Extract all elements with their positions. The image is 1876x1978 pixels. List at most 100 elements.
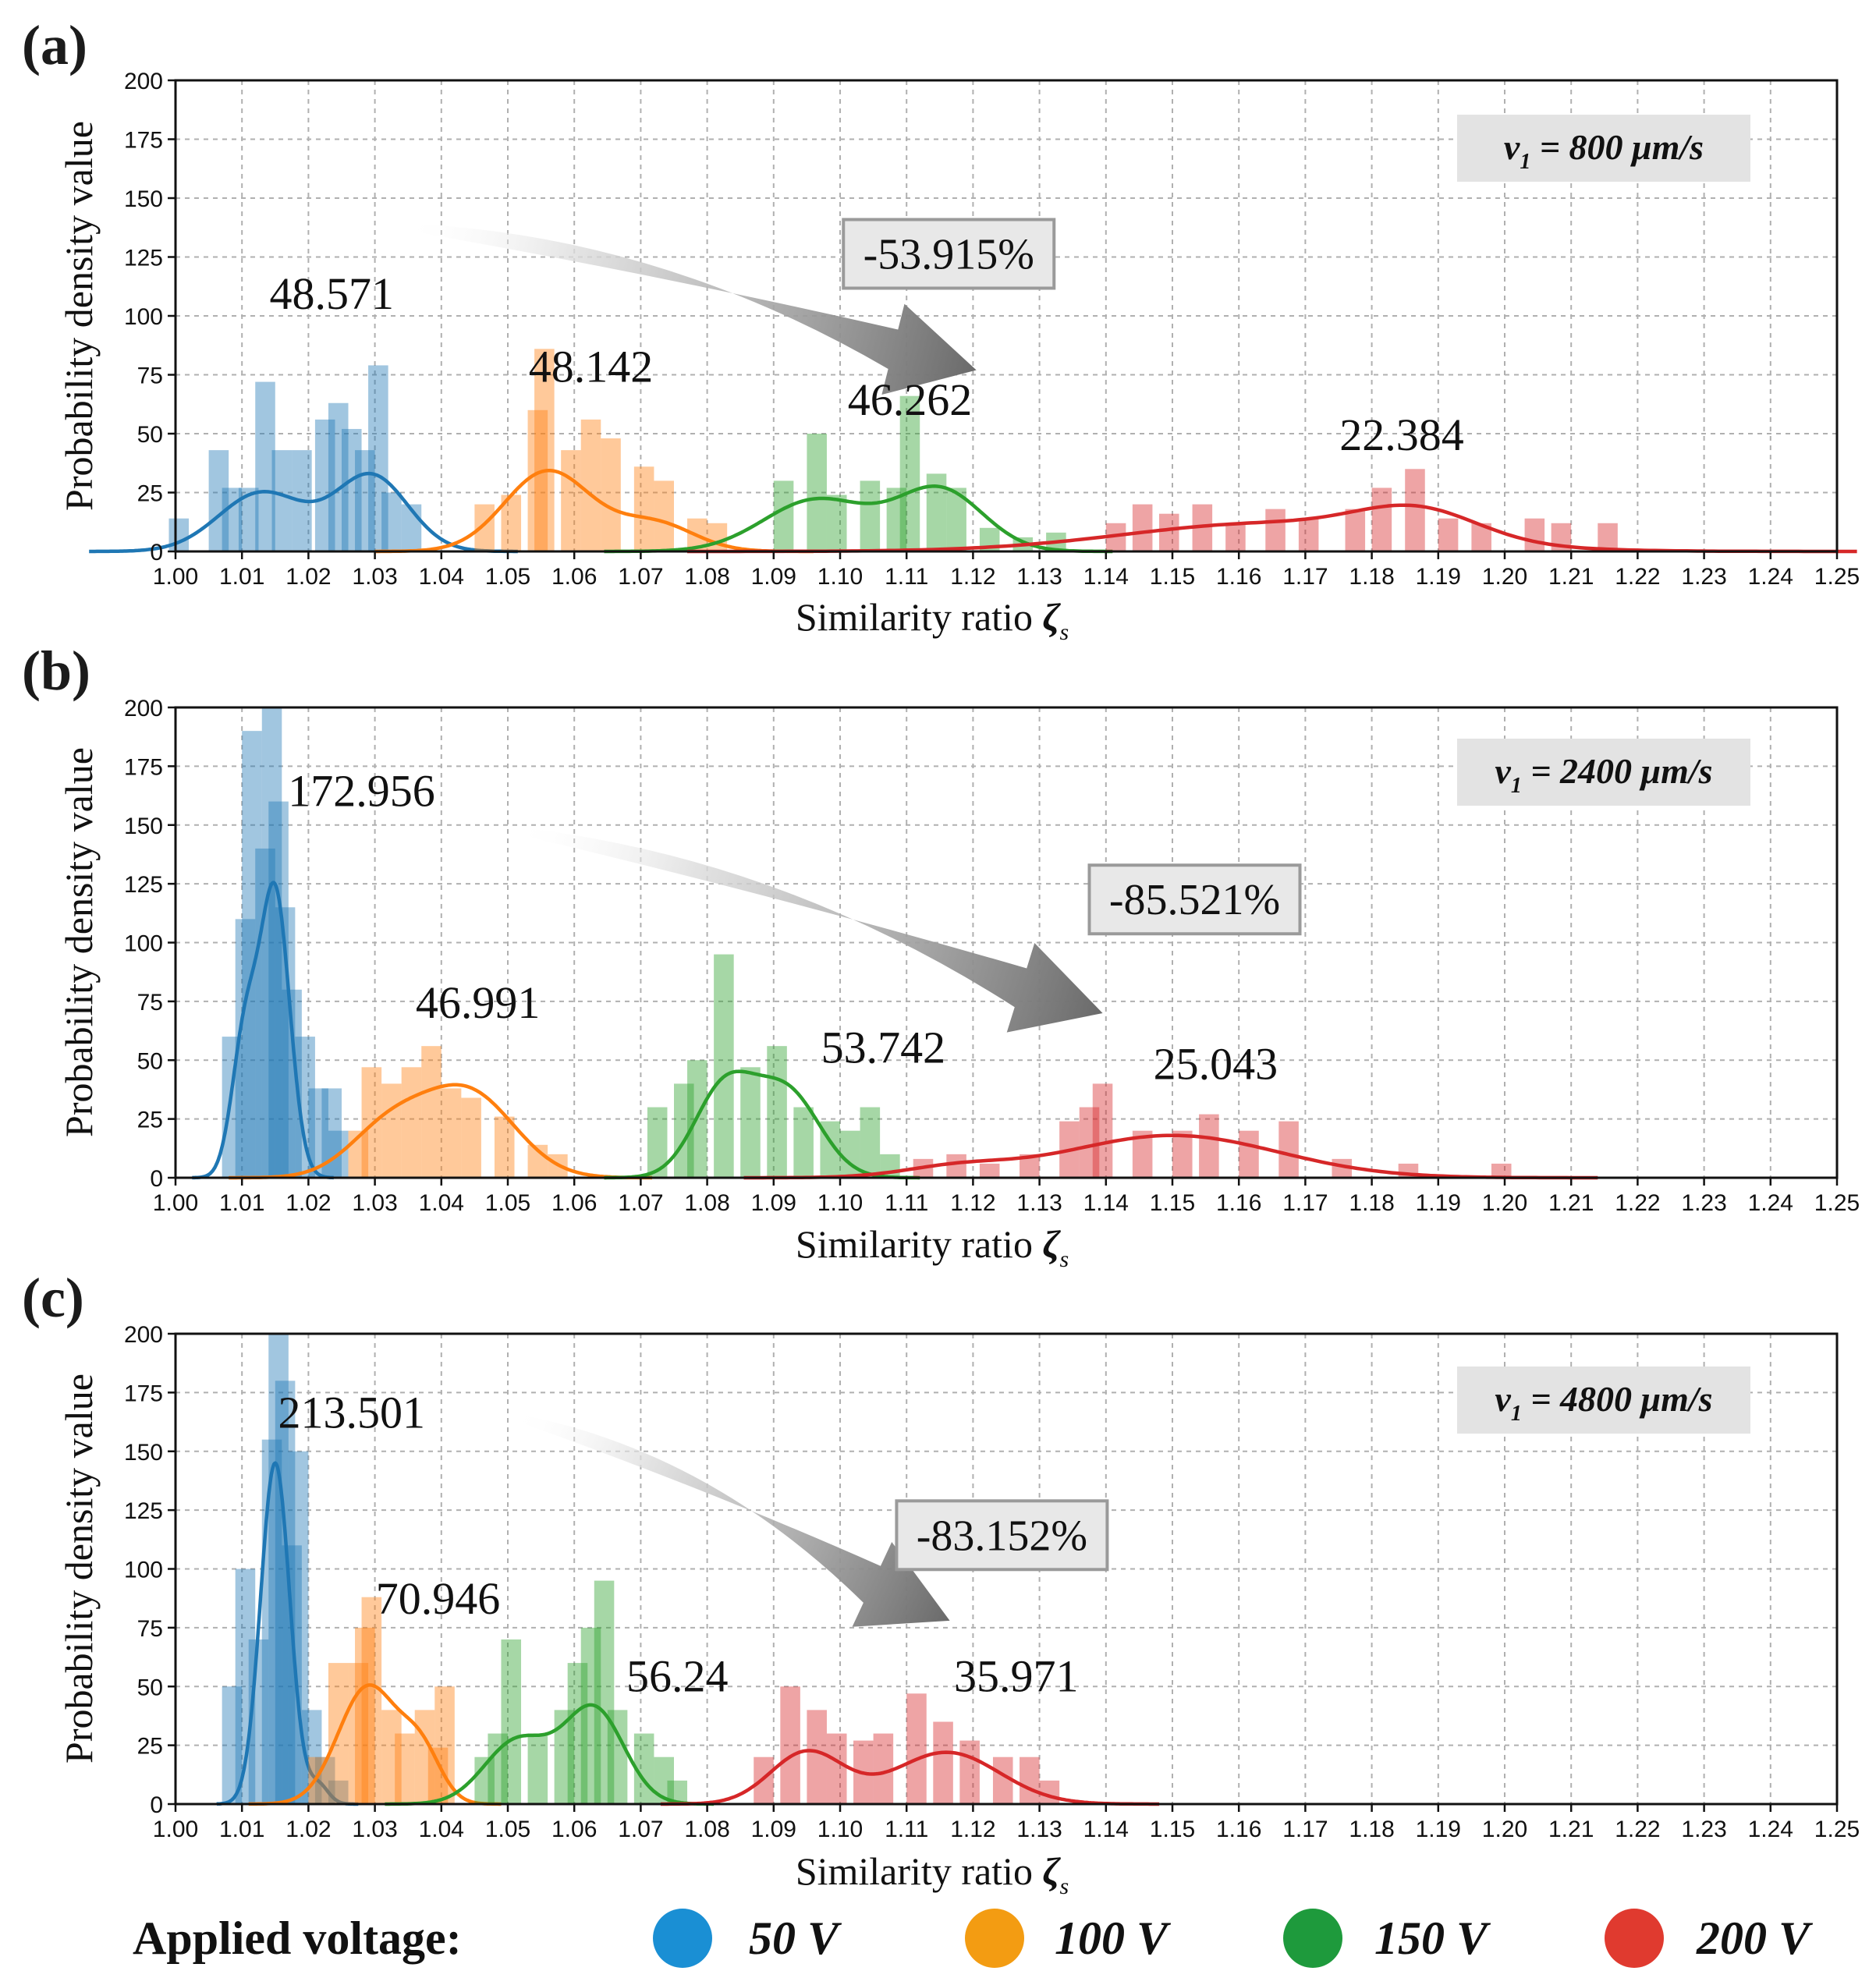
histogram-bar [534, 349, 555, 551]
histogram-bar [282, 1545, 302, 1804]
trend-arrow [401, 223, 977, 395]
series-200v: 25.043 [743, 1038, 1598, 1180]
y-tick-label: 100 [124, 1558, 163, 1583]
plot-area: 48.571 48.142 46.262 22.384 -53.915% 1.00 1.01… [89, 69, 1860, 590]
histogram-bar [1265, 509, 1286, 551]
x-tick-label: 1.04 [419, 564, 464, 590]
x-tick-label: 1.12 [950, 1190, 995, 1216]
x-tick-label: 1.05 [485, 1190, 530, 1216]
peak-value-label: 213.501 [278, 1388, 426, 1438]
histogram-bar [271, 450, 293, 551]
x-tick-label: 1.05 [485, 564, 530, 590]
x-tick-label: 1.13 [1016, 1190, 1062, 1216]
x-tick-label: 1.03 [352, 564, 397, 590]
histogram-bar [1298, 518, 1319, 551]
histogram-bar [1079, 1107, 1100, 1178]
y-tick-label: 25 [137, 481, 163, 507]
y-tick-label: 0 [150, 1166, 163, 1192]
x-tick-label: 1.18 [1349, 564, 1394, 590]
histogram-bar [1199, 1114, 1219, 1178]
kde-curve [604, 484, 1113, 554]
histogram-bar [314, 419, 335, 551]
panel-b: (b) 172.956 46.991 53.742 25.043 -85.521% 1.0… [22, 640, 1860, 1272]
x-tick-label: 1.15 [1150, 1817, 1195, 1842]
y-axis-title: Probability density value [57, 121, 101, 511]
histogram-bar [654, 480, 674, 551]
speed-badge-bg [1457, 115, 1750, 182]
x-tick-label: 1.09 [751, 1190, 796, 1216]
x-tick-label: 1.08 [684, 1817, 729, 1842]
y-tick-label: 50 [137, 1048, 163, 1074]
x-tick-label: 1.20 [1482, 1190, 1527, 1216]
x-tick-label: 1.11 [885, 564, 928, 590]
y-tick-label: 175 [124, 754, 163, 780]
speed-label: v1 = 4800 μm/s [1495, 1379, 1712, 1426]
peak-value-label: 53.742 [821, 1022, 946, 1072]
histogram-bar [567, 1663, 588, 1804]
histogram-bar [946, 1154, 966, 1178]
legend-swatch-100v [965, 1909, 1024, 1968]
x-tick-label: 1.22 [1615, 1817, 1660, 1842]
histogram-bar [793, 1107, 814, 1178]
peak-value-label: 48.571 [269, 268, 394, 319]
x-tick-label: 1.14 [1083, 1190, 1129, 1216]
legend: Applied voltage: 50 V 100 V 150 V 200 V [133, 1909, 1814, 1968]
peak-value-label: 172.956 [288, 766, 435, 817]
histogram-bar [461, 1097, 481, 1178]
x-tick-label: 1.15 [1150, 1190, 1195, 1216]
histogram-bar [959, 1740, 980, 1804]
x-tick-label: 1.00 [153, 1190, 198, 1216]
change-badge-label: -83.152% [917, 1512, 1087, 1560]
x-tick-label: 1.25 [1814, 1190, 1860, 1216]
histogram-bar [355, 1627, 375, 1804]
x-tick-label: 1.12 [950, 1817, 995, 1842]
y-tick-label: 75 [137, 990, 163, 1016]
histogram-bar [633, 466, 654, 551]
kde-curve [385, 1703, 715, 1806]
y-tick-label: 75 [137, 363, 163, 389]
histogram-bar [714, 954, 734, 1178]
x-tick-label: 1.24 [1748, 1190, 1793, 1216]
histogram-bar [527, 1733, 548, 1804]
x-tick-label: 1.01 [219, 564, 264, 590]
histogram-bar [421, 1046, 442, 1178]
change-badge-label: -85.521% [1109, 876, 1280, 924]
speed-badge: v1 = 2400 μm/s [1457, 739, 1750, 806]
y-tick-label: 150 [124, 186, 163, 212]
y-tick-label: 175 [124, 1381, 163, 1406]
histogram-bar [242, 731, 262, 1178]
speed-badge: v1 = 800 μm/s [1457, 115, 1750, 182]
panel-a: (a) 48.571 48.142 46.262 22.384 -53.915% 1.00… [22, 14, 1860, 645]
histogram-bar [1158, 513, 1179, 551]
x-tick-label: 1.07 [618, 564, 663, 590]
x-tick-label: 1.18 [1349, 1190, 1394, 1216]
x-tick-label: 1.20 [1482, 1817, 1527, 1842]
x-tick-label: 1.03 [352, 1190, 397, 1216]
x-tick-label: 1.02 [285, 1817, 331, 1842]
legend-swatch-150v [1283, 1909, 1342, 1968]
series-100v: 48.142 [374, 342, 814, 554]
x-tick-label: 1.16 [1216, 1190, 1261, 1216]
change-badge-label: -53.915% [864, 230, 1034, 278]
histogram-bar [381, 492, 402, 551]
y-tick-label: 200 [124, 1322, 163, 1348]
kde-curve [216, 1461, 359, 1806]
histogram-bar [361, 1597, 382, 1804]
histogram-bar [601, 438, 621, 551]
y-tick-label: 75 [137, 1616, 163, 1642]
speed-label: v1 = 800 μm/s [1504, 127, 1704, 174]
x-tick-label: 1.07 [618, 1817, 663, 1842]
histogram-bar [1491, 1163, 1512, 1178]
histogram-bar [873, 1733, 894, 1804]
histogram-bar [580, 1627, 601, 1804]
x-tick-label: 1.03 [352, 1817, 397, 1842]
histogram-bar [580, 419, 601, 551]
legend-label-50v: 50 V [749, 1912, 842, 1964]
histogram-bar [899, 395, 920, 551]
histogram-bar [222, 1037, 243, 1178]
histogram-bar [992, 1756, 1013, 1804]
histogram-bar [860, 1107, 881, 1178]
legend-title: Applied voltage: [133, 1912, 462, 1964]
y-tick-label: 125 [124, 246, 163, 271]
